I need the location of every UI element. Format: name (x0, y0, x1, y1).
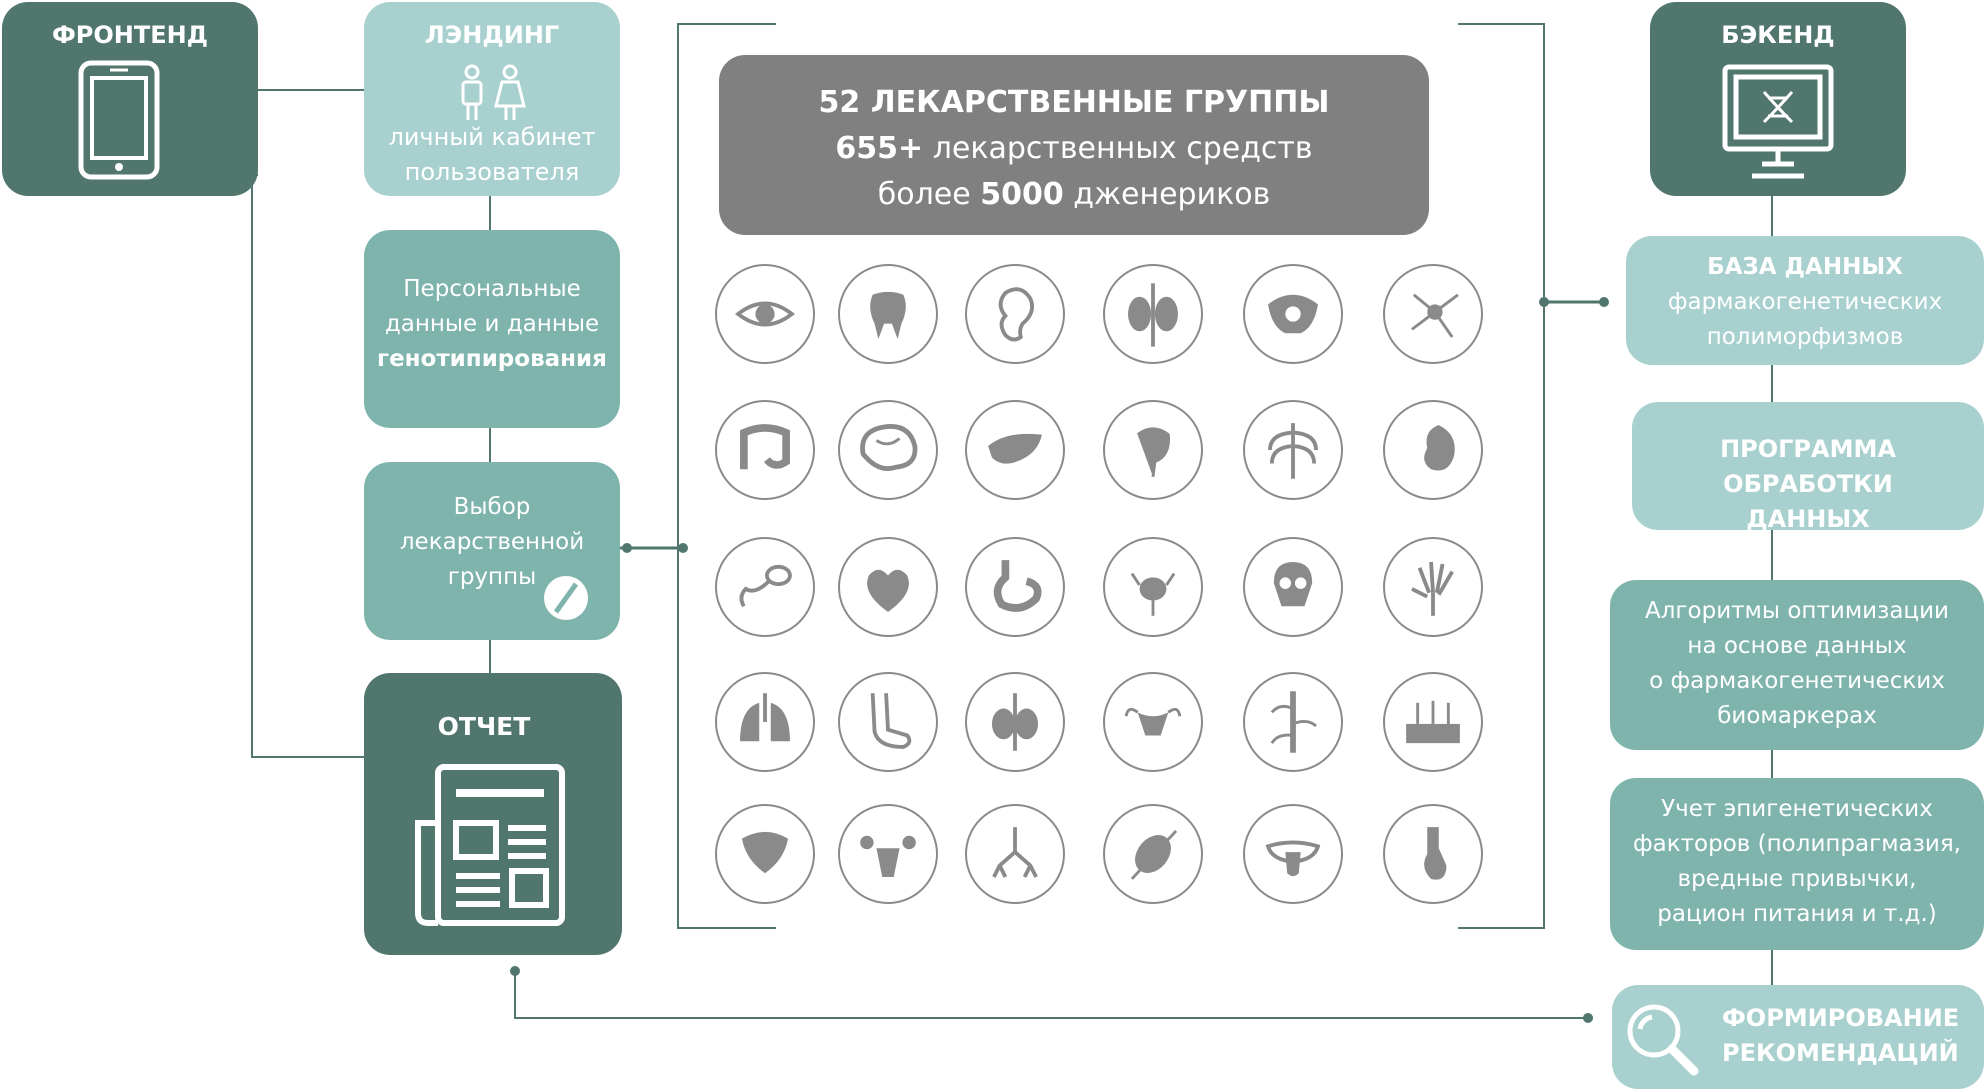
database-title: БАЗА ДАННЫХ (1707, 254, 1903, 280)
landing-title: ЛЭНДИНГ (424, 21, 560, 49)
program-line1: ПРОГРАММА (1720, 435, 1896, 463)
hand-bones-icon (1383, 537, 1483, 637)
bronchi-icon (965, 804, 1065, 904)
kidneys-icon (1103, 264, 1203, 364)
database-line1: фармакогенетических (1667, 289, 1943, 315)
tongue-icon (1243, 804, 1343, 904)
stats-line2: 655+ лекарственных средств (719, 127, 1429, 171)
stats-line2-text: лекарственных средств (923, 131, 1313, 166)
epigenetic-line3: вредные привычки, (1677, 866, 1917, 892)
database-line2: полиморфизмов (1706, 324, 1904, 350)
processing-program-box: ПРОГРАММА ОБРАБОТКИ ДАННЫХ (1632, 402, 1984, 533)
lungs-icon (715, 672, 815, 772)
epigenetic-line1: Учет эпигенетических (1661, 796, 1933, 822)
nerves-icon (1243, 672, 1343, 772)
intestine-icon (715, 400, 815, 500)
pill-icon (544, 576, 588, 620)
choice-line3: группы (447, 564, 537, 590)
ribcage-icon (1243, 400, 1343, 500)
newspaper-icon (415, 764, 565, 926)
tablet-icon (78, 60, 160, 180)
stats-line2-number: 655+ (835, 131, 924, 166)
pancreas-icon (715, 804, 815, 904)
user-pair-icon (461, 64, 526, 120)
personal-line3: генотипирования (377, 346, 607, 372)
algorithms-line2: на основе данных (1687, 633, 1907, 659)
algorithms-line1: Алгоритмы оптимизации (1645, 598, 1949, 624)
choice-line2: лекарственной (399, 529, 585, 555)
program-line2: ОБРАБОТКИ (1723, 470, 1893, 498)
monitor-dna-icon (1722, 64, 1834, 179)
recommend-line2: РЕКОМЕНДАЦИЙ (1722, 1039, 1959, 1067)
frontend-title: ФРОНТЕНД (51, 21, 209, 49)
stats-line3: более 5000 дженериков (719, 173, 1429, 217)
backend-box: БЭКЕНД (1650, 2, 1906, 196)
stats-line3-pre: более (877, 177, 981, 212)
personal-data-box: Персональные данные и данные генотипиров… (364, 230, 620, 428)
choice-line1: Выбор (453, 494, 531, 520)
foot-icon (838, 672, 938, 772)
heart-icon (838, 537, 938, 637)
personal-line2: данные и данные (384, 311, 600, 337)
algorithms-line4: биомаркерах (1717, 703, 1877, 729)
epigenetic-line2: факторов (полипрагмазия, (1633, 831, 1961, 857)
landing-line2: пользователя (404, 158, 580, 186)
stats-banner: 52 ЛЕКАРСТВЕННЫЕ ГРУППЫ 655+ лекарственн… (719, 55, 1429, 235)
skin-icon (1383, 672, 1483, 772)
database-box: БАЗА ДАННЫХ фармакогенетических полиморф… (1626, 236, 1984, 365)
landing-box: ЛЭНДИНГ личный кабинет пользователя (364, 2, 620, 196)
esophagus-icon (1383, 804, 1483, 904)
uterus-icon (1103, 672, 1203, 772)
thyroid-icon (965, 672, 1065, 772)
program-line3: ДАННЫХ (1746, 505, 1870, 533)
algorithms-box: Алгоритмы оптимизации на основе данных о… (1610, 580, 1984, 750)
muscle-icon (1103, 804, 1203, 904)
drug-group-choice-box: Выбор лекарственной группы (364, 462, 620, 640)
frontend-box: ФРОНТЕНД (2, 2, 258, 196)
stats-line1: 52 ЛЕКАРСТВЕННЫЕ ГРУППЫ (818, 85, 1330, 120)
bladder-icon (1103, 400, 1203, 500)
neuron-icon (1383, 264, 1483, 364)
stomach-icon (965, 537, 1065, 637)
eye-icon (715, 264, 815, 364)
stats-line3-number: 5000 (980, 177, 1064, 212)
report-box: ОТЧЕТ (364, 673, 622, 955)
backend-title: БЭКЕНД (1721, 21, 1835, 49)
landing-line1: личный кабинет (388, 123, 596, 151)
tooth-icon (838, 264, 938, 364)
ear-icon (965, 264, 1065, 364)
stats-line3-text: дженериков (1063, 177, 1271, 212)
magnifier-icon (1627, 1004, 1699, 1076)
algorithms-line3: о фармакогенетических (1649, 668, 1945, 694)
report-title: ОТЧЕТ (437, 712, 531, 741)
pelvis-icon (1243, 264, 1343, 364)
ovaries-icon (838, 804, 938, 904)
epigenetic-line4: рацион питания и т.д.) (1657, 901, 1937, 927)
epigenetic-box: Учет эпигенетических факторов (полипрагм… (1610, 778, 1984, 950)
recommend-line1: ФОРМИРОВАНИЕ (1722, 1004, 1960, 1032)
brain-icon (838, 400, 938, 500)
personal-line1: Персональные (403, 276, 581, 302)
liver-icon (965, 400, 1065, 500)
prostate-icon (1103, 537, 1203, 637)
skull-icon (1243, 537, 1343, 637)
kidney-icon (1383, 400, 1483, 500)
recommendations-box: ФОРМИРОВАНИЕ РЕКОМЕНДАЦИЙ (1612, 985, 1984, 1089)
sperm-icon (715, 537, 815, 637)
